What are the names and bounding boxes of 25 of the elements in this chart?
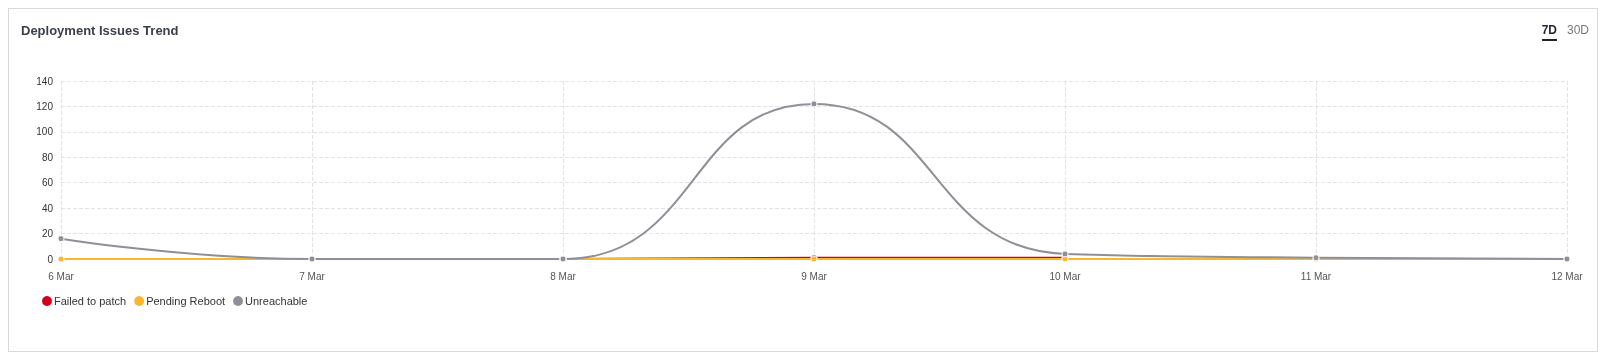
- x-tick-label: 9 Mar: [801, 270, 828, 282]
- y-tick-label: 60: [41, 177, 54, 189]
- y-tick-label: 40: [41, 202, 54, 214]
- x-tick-label: 10 Mar: [1049, 270, 1082, 282]
- y-tick-label: 80: [41, 151, 54, 163]
- x-tick-label: 7 Mar: [299, 270, 326, 282]
- legend-label: Unreachable: [245, 295, 308, 307]
- y-tick-label: 100: [36, 126, 54, 138]
- x-tick-label: 8 Mar: [550, 270, 577, 282]
- text: 30D: [1566, 23, 1589, 39]
- x-tick-label: 6 Mar: [48, 270, 75, 282]
- chart-title: Deployment Issues Trend: [21, 23, 179, 38]
- text: 7D: [1541, 23, 1557, 41]
- point: [1061, 250, 1069, 258]
- point: [57, 235, 65, 243]
- x-tick-label: 11 Mar: [1300, 270, 1332, 282]
- legend-label: Pending Reboot: [146, 295, 226, 307]
- y-tick-label: 120: [36, 100, 54, 112]
- y-tick-label: 140: [36, 75, 54, 87]
- point: [810, 100, 818, 108]
- y-tick-label: 0: [47, 253, 54, 265]
- y-tick-label: 20: [41, 228, 54, 240]
- point: [57, 255, 65, 263]
- x-tick-label: 12 Mar: [1551, 270, 1584, 282]
- legend-label: Failed to patch: [54, 295, 127, 307]
